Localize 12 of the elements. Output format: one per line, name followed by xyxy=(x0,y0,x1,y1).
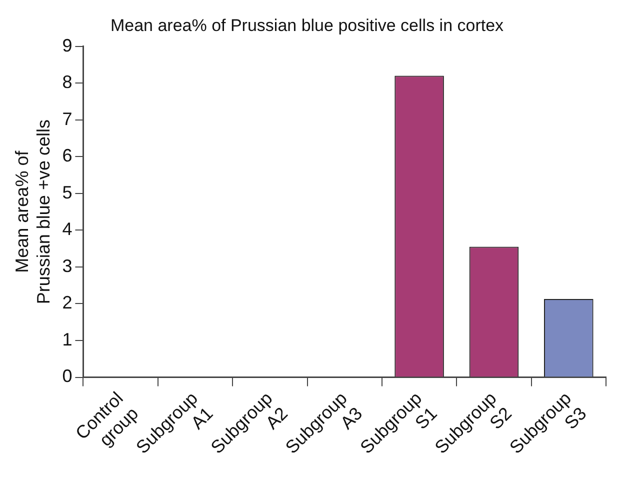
y-tick-label: 7 xyxy=(62,108,72,129)
y-tick-label: 4 xyxy=(62,219,72,240)
y-tick-label: 2 xyxy=(62,292,72,313)
y-axis-title: Mean area% of Prussian blue +ve cells xyxy=(12,120,54,304)
y-tick-label: 5 xyxy=(62,182,72,202)
y-tick-label: 9 xyxy=(62,35,72,56)
chart-title: Mean area% of Prussian blue positive cells in cortex xyxy=(110,16,504,35)
y-tick-label: 8 xyxy=(62,72,72,92)
y-tick-label: 1 xyxy=(62,329,72,350)
y-tick-label: 6 xyxy=(62,146,72,166)
y-tick-label: 0 xyxy=(62,366,72,386)
y-tick-label: 3 xyxy=(62,256,72,276)
